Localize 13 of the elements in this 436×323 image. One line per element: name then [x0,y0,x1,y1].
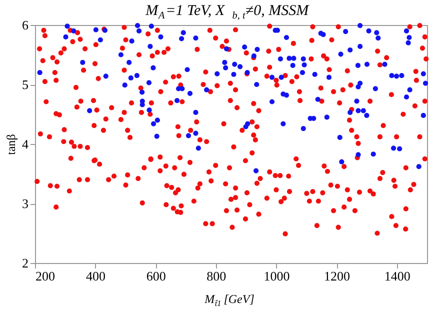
y-tick-label: 2 [22,256,28,270]
x-tick-label: 800 [206,268,226,284]
y-tick-label: 4 [22,136,29,152]
y-axis-title: tanβ [4,134,18,155]
y-tick-label: 6 [22,18,29,32]
x-tick-label: 600 [146,268,166,284]
y-tick-label: 3 [22,196,28,211]
x-tick-label: 200 [36,268,55,284]
x-tick-label: 1200 [324,268,350,284]
x-tick-label: 1400 [384,268,410,284]
x-tick-label: 1000 [264,268,290,284]
y-tick-label: 5 [22,77,28,92]
x-tick-label: 400 [86,268,106,284]
